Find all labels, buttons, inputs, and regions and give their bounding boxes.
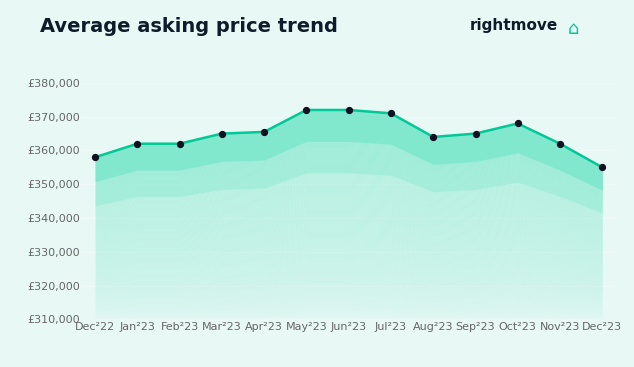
Point: [90, 154, 100, 160]
Text: Average asking price trend: Average asking price trend: [40, 17, 338, 36]
Point: [217, 131, 227, 137]
Point: [513, 120, 523, 126]
Text: ⌂: ⌂: [567, 20, 579, 38]
Point: [386, 110, 396, 116]
Point: [301, 107, 311, 113]
Point: [259, 129, 269, 135]
Point: [555, 141, 565, 147]
Point: [133, 141, 143, 147]
Point: [597, 164, 607, 170]
Point: [174, 141, 184, 147]
Point: [470, 131, 481, 137]
Point: [344, 107, 354, 113]
Text: rightmove: rightmove: [470, 18, 558, 33]
Point: [428, 134, 438, 140]
